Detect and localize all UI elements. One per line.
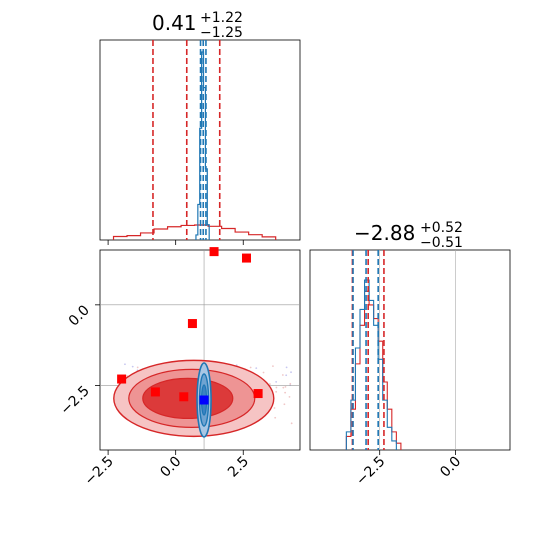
sample-point [281,374,284,376]
top-left-histogram [112,40,277,240]
bottom-right-histogram [345,250,456,450]
right-title-value: −2.88 [354,221,415,245]
sample-point [289,382,292,385]
sample-point [274,416,277,419]
sample-point [283,403,286,406]
x-tick-label: −2.5 [82,454,117,489]
sample-point [288,395,291,398]
histogram-step-blue [345,279,397,450]
sample-point [285,374,288,377]
top-title-value: 0.41 [152,11,197,35]
red-square-marker [117,374,127,384]
right-title-minus: −0.51 [420,235,463,251]
top-left-title: 0.41 +1.22 −1.25 [152,10,243,41]
bottom-right-title: −2.88 +0.52 −0.51 [354,220,463,251]
y-tick-label: −2.5 [57,383,92,418]
bottom-left-contour-scatter [100,247,300,450]
sample-point [131,365,134,368]
x-tick-label: 2.5 [225,454,252,481]
bottom-left-panel-frame [99,249,301,451]
red-square-marker [253,389,263,399]
sample-point [262,371,265,374]
axis-ticks: −2.5 0.0 2.5 0.0 −2.5 −2.5 0.0 [57,240,464,489]
x-tick-label: −2.5 [353,454,388,489]
sample-point [284,391,287,394]
sample-point [275,390,278,393]
blue-square-marker [199,395,209,405]
right-title-plus: +0.52 [420,220,463,236]
sample-point [124,363,126,366]
red-square-marker [241,253,251,263]
sample-point [249,366,252,369]
bottom-right-panel-frame [309,249,511,451]
red-square-marker [179,392,189,402]
sample-point [255,367,258,370]
top-title-minus: −1.25 [200,25,243,41]
sample-point [275,386,278,389]
sample-point [269,383,271,385]
sample-point [284,385,287,388]
x-tick-label: 0.0 [157,454,184,481]
sample-point [272,365,274,367]
sample-point [290,371,292,374]
y-tick-label: 0.0 [66,302,93,329]
red-square-marker [187,319,197,329]
x-tick-label: 0.0 [437,454,464,481]
sample-point [282,386,285,389]
sample-point [285,366,288,369]
sample-point [136,366,139,369]
red-square-marker [209,247,219,257]
sample-point [290,422,293,425]
histogram-step-red [112,224,277,240]
top-title-plus: +1.22 [200,10,243,26]
red-square-marker [150,387,160,397]
sample-point [275,380,278,383]
sample-point [273,407,276,409]
